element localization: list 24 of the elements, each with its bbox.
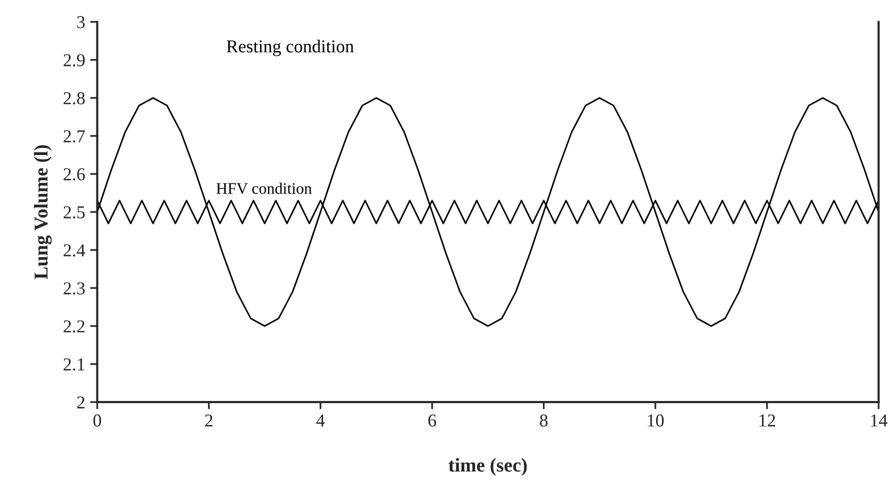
y-tick-label: 2 (77, 396, 84, 408)
y-tick-label: 2.5 (64, 206, 85, 218)
y-tick-label: 2.6 (64, 168, 85, 180)
y-tick-label: 2.7 (64, 130, 85, 142)
y-tick-label: 2.9 (64, 54, 85, 66)
y-tick-label: 2.1 (64, 358, 84, 371)
x-tick-label: 8 (540, 414, 548, 427)
line-series (97, 97, 879, 327)
series-label: HFV condition (216, 182, 312, 194)
x-tick-label: 14 (871, 414, 888, 426)
text: Resting condition (226, 40, 354, 56)
x-tick-label: 12 (760, 414, 776, 426)
y-tick-label: 2.4 (64, 244, 86, 257)
y-axis-title: Lung Volume (l) (34, 145, 52, 280)
x-tick-label: 10 (648, 414, 664, 427)
x-axis-title: time (sec) (448, 458, 527, 476)
y-tick-label: 2.3 (64, 282, 85, 295)
y-tick-label: 2.8 (64, 92, 85, 104)
y-tick-label: 3 (77, 16, 85, 28)
y-tick-label: 2.2 (64, 320, 84, 333)
x-tick-label: 6 (428, 414, 436, 427)
x-tick-label: 0 (93, 414, 102, 427)
x-tick-label: 2 (205, 414, 212, 426)
x-tick-label: 4 (316, 414, 325, 426)
